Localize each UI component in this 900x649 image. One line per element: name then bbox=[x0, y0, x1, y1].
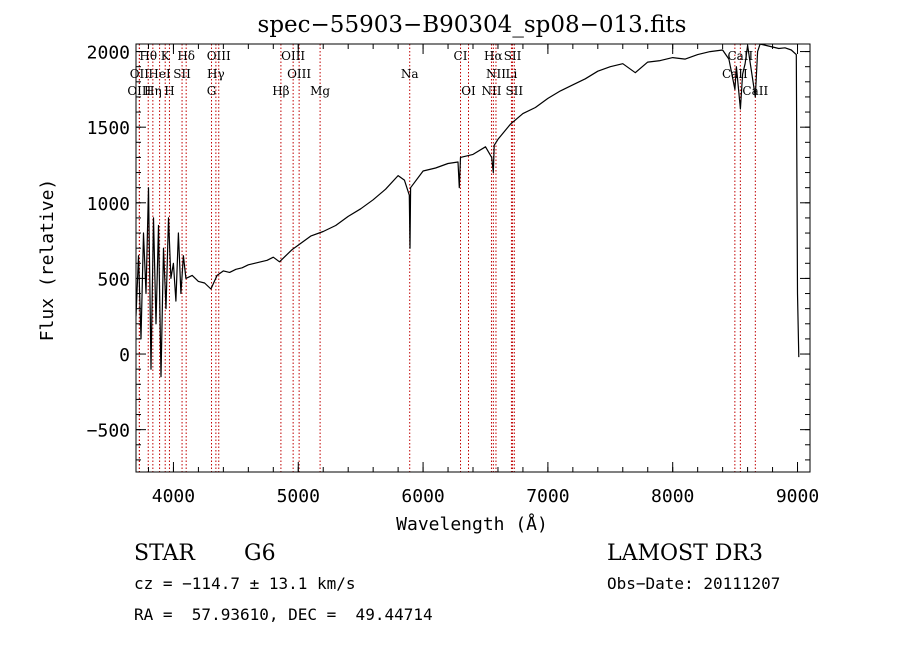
survey-name: LAMOST DR3 bbox=[607, 541, 763, 566]
line-label: SII bbox=[173, 67, 191, 81]
spectrum-series bbox=[136, 44, 800, 378]
object-class: STAR bbox=[134, 541, 195, 566]
line-label: NII bbox=[486, 67, 506, 81]
y-tick-label: 1500 bbox=[87, 118, 130, 139]
line-label: Mg bbox=[310, 84, 330, 98]
line-label: SII bbox=[504, 49, 522, 63]
line-label: Hα bbox=[484, 49, 503, 63]
x-tick-label: 6000 bbox=[401, 486, 444, 507]
y-tick-label: 500 bbox=[97, 269, 130, 290]
line-label: K bbox=[161, 49, 171, 63]
line-label: H bbox=[164, 84, 174, 98]
line-label: CI bbox=[454, 49, 468, 63]
line-label: Hδ bbox=[177, 49, 195, 63]
line-label: Na bbox=[401, 67, 419, 81]
line-label: CaII bbox=[727, 49, 753, 63]
chart-title: spec−55903−B90304_sp08−013.fits bbox=[258, 12, 687, 38]
line-label: SII bbox=[505, 84, 523, 98]
coordinates: RA = 57.93610, DEC = 49.44714 bbox=[134, 605, 433, 624]
y-tick-label: −500 bbox=[87, 421, 130, 442]
line-label: OII bbox=[130, 67, 150, 81]
y-axis-label: Flux (relative) bbox=[37, 179, 58, 342]
line-label: Hθ bbox=[139, 49, 157, 63]
spectrum-line bbox=[136, 44, 800, 378]
line-label: Hγ bbox=[207, 67, 225, 81]
line-label: CaII bbox=[722, 67, 748, 81]
line-label: HeI bbox=[148, 67, 171, 81]
observation-date: Obs−Date: 20111207 bbox=[607, 574, 781, 593]
x-tick-label: 5000 bbox=[277, 486, 320, 507]
line-label: Li bbox=[506, 67, 518, 81]
line-label: OIII bbox=[207, 49, 231, 63]
line-label: NII bbox=[481, 84, 501, 98]
plot-frame bbox=[135, 43, 811, 473]
object-subclass: G6 bbox=[244, 541, 276, 566]
redshift-velocity: cz = −114.7 ± 13.1 km/s bbox=[134, 574, 356, 593]
spectral-line-markers bbox=[138, 44, 756, 472]
line-label: CaII bbox=[742, 84, 768, 98]
y-tick-label: 2000 bbox=[87, 43, 130, 64]
line-label: OIII bbox=[287, 67, 311, 81]
axes: 4000 5000 6000 7000 8000 9000 −500 0 500 1000 1500… bbox=[87, 43, 820, 507]
y-tick-label: 0 bbox=[119, 345, 130, 366]
line-label: Hβ bbox=[272, 84, 289, 98]
line-label: OIII bbox=[127, 84, 151, 98]
x-tick-label: 8000 bbox=[651, 486, 694, 507]
x-tick-label: 4000 bbox=[152, 486, 195, 507]
line-label: OIII bbox=[281, 49, 305, 63]
x-axis-label: Wavelength (Å) bbox=[396, 513, 548, 535]
x-tick-label: 9000 bbox=[776, 486, 819, 507]
line-label: OI bbox=[461, 84, 476, 98]
line-label: G bbox=[207, 84, 217, 98]
line-label: Hη bbox=[144, 84, 162, 98]
y-tick-label: 1000 bbox=[87, 194, 130, 215]
x-tick-label: 7000 bbox=[526, 486, 569, 507]
